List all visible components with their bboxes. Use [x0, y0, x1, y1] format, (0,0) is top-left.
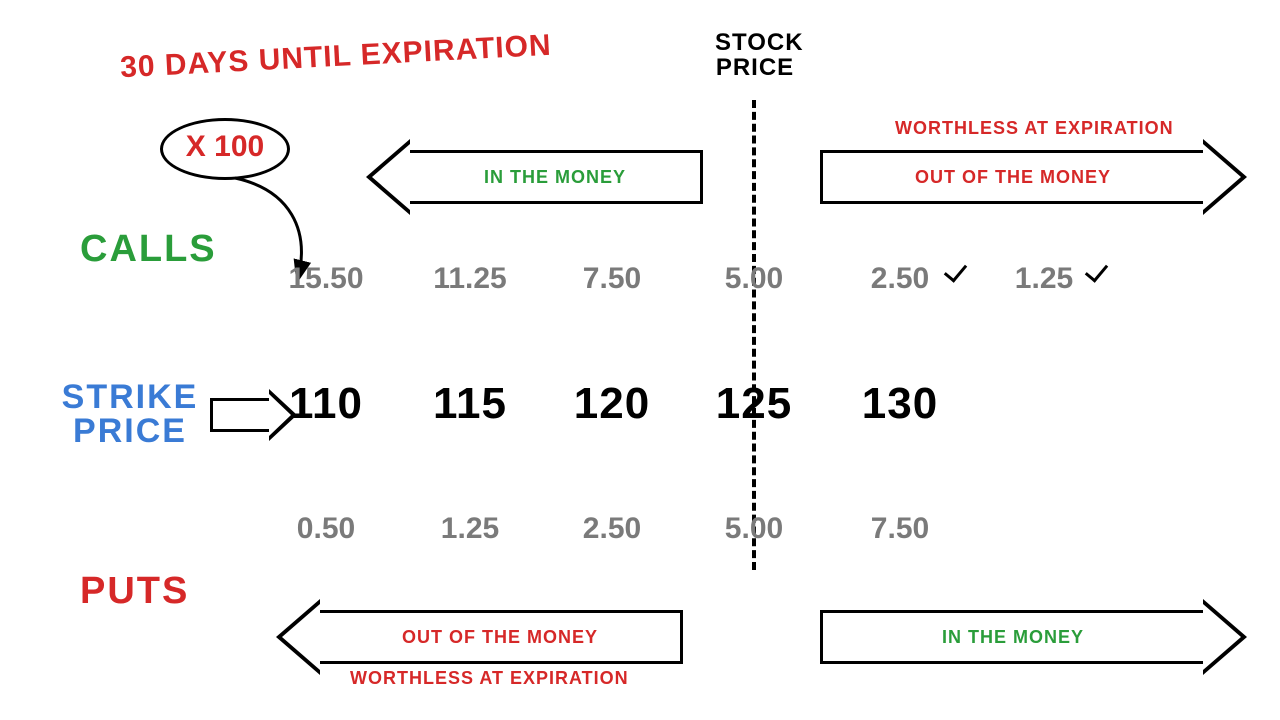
stock-price-label: STOCK PRICE — [715, 30, 795, 80]
stock-price-line2: PRICE — [716, 54, 794, 81]
call-cell: 15.50 — [288, 262, 363, 296]
puts-worthless-label: WORTHLESS AT EXPIRATION — [350, 668, 629, 689]
strike-cell: 120 — [574, 379, 650, 429]
multiplier-text: X 100 — [186, 130, 264, 163]
strike-line1: STRIKE — [62, 378, 199, 416]
calls-label: CALLS — [80, 228, 217, 271]
puts-itm-arrow: IN THE MONEY — [820, 610, 1203, 664]
put-cell: 1.25 — [441, 512, 499, 546]
puts-otm-arrow: OUT OF THE MONEY — [320, 610, 683, 664]
call-cell: 2.50 — [871, 262, 929, 296]
call-cell: 1.25 — [1015, 262, 1073, 296]
call-cell: 11.25 — [433, 262, 506, 296]
strike-cell: 115 — [433, 379, 507, 429]
strike-cell: 125 — [716, 379, 792, 429]
strike-line2: PRICE — [73, 412, 187, 450]
strike-pointer-arrow — [210, 398, 269, 432]
expiration-label: 30 DAYS UNTIL EXPIRATION — [119, 29, 552, 86]
stock-price-divider — [752, 100, 756, 570]
strike-cell: 110 — [289, 379, 363, 429]
puts-label: PUTS — [80, 570, 189, 613]
put-cell: 5.00 — [725, 512, 783, 546]
put-cell: 0.50 — [297, 512, 355, 546]
put-cell: 2.50 — [583, 512, 641, 546]
check-icon — [945, 256, 981, 280]
calls-itm-text: IN THE MONEY — [484, 167, 626, 188]
put-cell: 7.50 — [871, 512, 929, 546]
strike-price-label: STRIKE PRICE — [60, 380, 200, 448]
diagram-stage: 30 DAYS UNTIL EXPIRATION STOCK PRICE X 1… — [0, 0, 1280, 720]
puts-itm-text: IN THE MONEY — [942, 627, 1084, 648]
calls-itm-arrow: IN THE MONEY — [410, 150, 703, 204]
call-cell: 5.00 — [725, 262, 783, 296]
puts-otm-text: OUT OF THE MONEY — [402, 627, 598, 648]
check-icon — [1086, 256, 1122, 280]
strike-cell: 130 — [862, 379, 938, 429]
calls-otm-text: OUT OF THE MONEY — [915, 167, 1111, 188]
calls-worthless-label: WORTHLESS AT EXPIRATION — [895, 118, 1174, 139]
calls-otm-arrow: OUT OF THE MONEY — [820, 150, 1203, 204]
stock-price-line1: STOCK — [715, 29, 804, 56]
call-cell: 7.50 — [583, 262, 641, 296]
